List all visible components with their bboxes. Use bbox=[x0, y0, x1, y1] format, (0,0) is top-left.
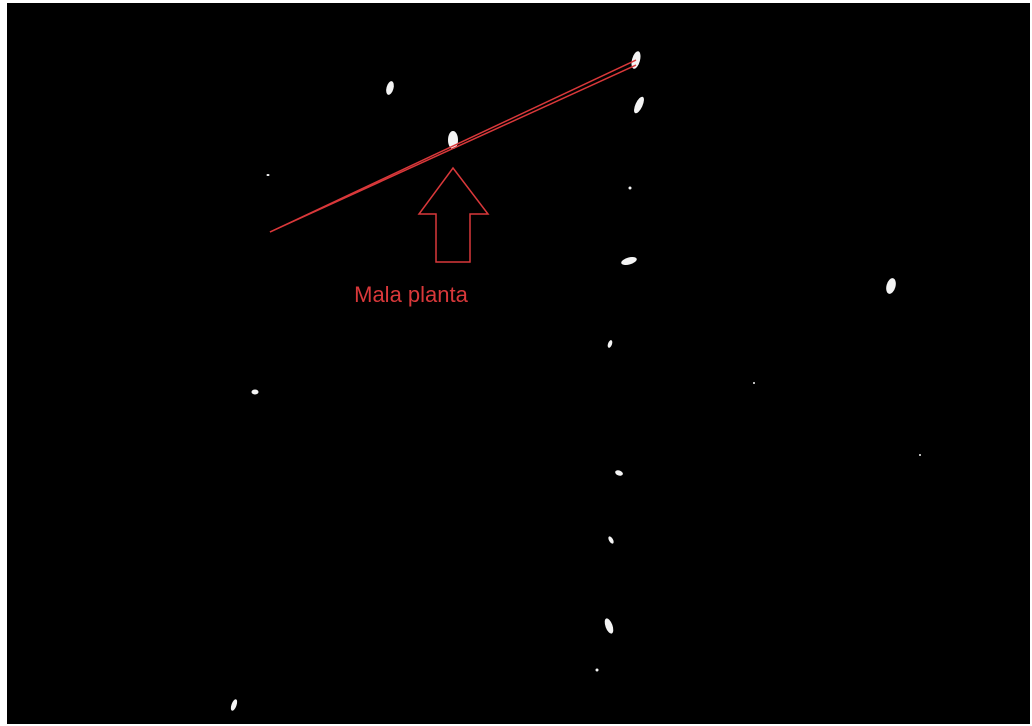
plant bbox=[629, 187, 632, 190]
plant bbox=[919, 454, 921, 456]
page: {"annotation": {"label": "Mala planta"}}… bbox=[0, 0, 1032, 726]
background bbox=[7, 3, 1030, 724]
plant bbox=[252, 390, 259, 395]
plant bbox=[267, 174, 270, 176]
plant bbox=[596, 669, 599, 672]
plant bbox=[753, 382, 755, 384]
image: Mala planta bbox=[0, 0, 1032, 726]
annotation-label: Mala planta bbox=[354, 282, 469, 307]
